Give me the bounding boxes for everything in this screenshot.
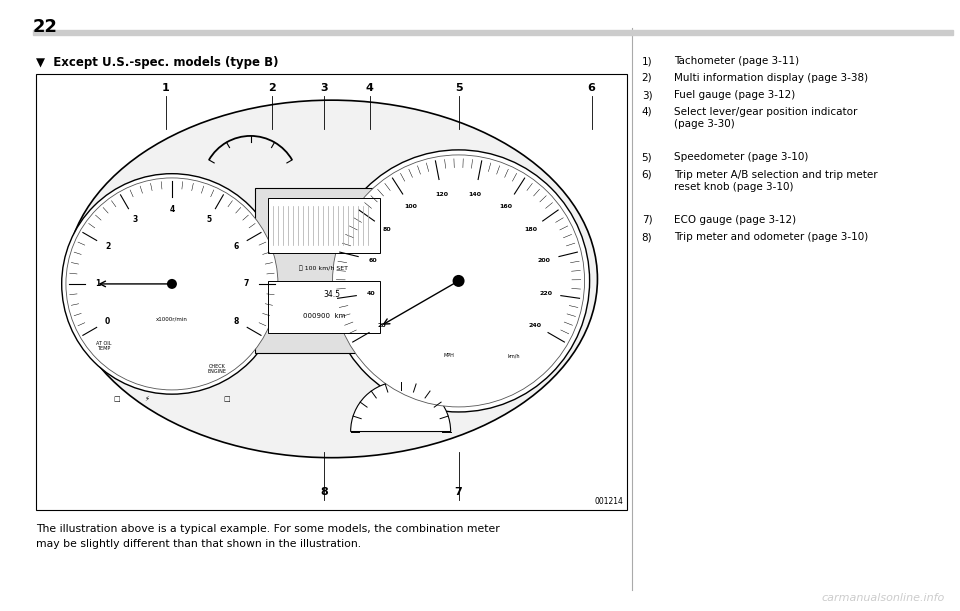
Text: 6): 6): [641, 169, 652, 180]
Bar: [33, 30, 953, 35]
Bar: [36, 74, 627, 510]
Text: 4): 4): [641, 107, 652, 117]
Text: Trip meter and odometer (page 3-10): Trip meter and odometer (page 3-10): [674, 232, 868, 242]
Text: 1: 1: [95, 279, 101, 288]
Text: 4: 4: [366, 83, 373, 93]
Text: 3: 3: [132, 215, 137, 224]
Text: may be slightly different than that shown in the illustration.: may be slightly different than that show…: [36, 539, 361, 549]
Text: 5: 5: [206, 215, 211, 224]
Text: 0: 0: [105, 316, 110, 326]
Text: AT OIL
TEMP: AT OIL TEMP: [96, 340, 111, 351]
Text: 160: 160: [500, 204, 513, 209]
Text: Tachometer (page 3-11): Tachometer (page 3-11): [674, 56, 799, 66]
Circle shape: [332, 155, 585, 407]
Text: 8: 8: [233, 316, 239, 326]
Text: 20: 20: [378, 323, 387, 327]
Text: 34.5: 34.5: [324, 290, 340, 299]
Text: 100: 100: [404, 204, 418, 209]
Text: 7: 7: [455, 487, 463, 497]
Text: □: □: [113, 396, 120, 402]
Text: 2: 2: [105, 243, 110, 251]
Text: 2): 2): [641, 73, 652, 83]
Text: 1: 1: [162, 83, 170, 93]
Text: ECO gauge (page 3-12): ECO gauge (page 3-12): [674, 215, 796, 225]
Text: Trip meter A/B selection and trip meter
reset knob (page 3-10): Trip meter A/B selection and trip meter …: [674, 169, 877, 192]
Bar: [268, 199, 380, 254]
Text: 7: 7: [244, 279, 249, 288]
Text: 240: 240: [528, 323, 541, 327]
Circle shape: [327, 150, 589, 412]
Text: 2: 2: [269, 83, 276, 93]
Text: carmanualsonline.info: carmanualsonline.info: [822, 593, 945, 603]
Circle shape: [167, 279, 177, 289]
Ellipse shape: [65, 100, 597, 458]
Text: ⚡: ⚡: [145, 396, 150, 402]
Circle shape: [66, 178, 278, 390]
Text: 220: 220: [540, 291, 552, 296]
Text: MPH: MPH: [444, 353, 454, 359]
Text: 6: 6: [588, 83, 595, 93]
Text: The illustration above is a typical example. For some models, the combination me: The illustration above is a typical exam…: [36, 524, 500, 534]
Text: 000900  km: 000900 km: [302, 313, 345, 319]
Text: 5): 5): [641, 153, 652, 163]
Text: 001214: 001214: [594, 497, 623, 506]
Text: CHECK
ENGINE: CHECK ENGINE: [207, 364, 227, 375]
Text: 1): 1): [641, 56, 652, 66]
Bar: [268, 281, 380, 333]
Wedge shape: [350, 381, 450, 431]
Text: 4: 4: [169, 205, 175, 214]
Text: km/h: km/h: [507, 353, 519, 359]
Text: 60: 60: [369, 258, 377, 263]
Text: 120: 120: [436, 192, 448, 197]
Text: 3): 3): [641, 90, 652, 100]
Text: 200: 200: [538, 258, 551, 263]
Text: Fuel gauge (page 3-12): Fuel gauge (page 3-12): [674, 90, 795, 100]
Text: ▼  Except U.S.-spec. models (type B): ▼ Except U.S.-spec. models (type B): [36, 56, 278, 69]
Text: 7): 7): [641, 215, 652, 225]
Text: 5: 5: [455, 83, 463, 93]
Bar: [254, 188, 393, 353]
Text: 3: 3: [320, 83, 327, 93]
Text: Multi information display (page 3-38): Multi information display (page 3-38): [674, 73, 868, 83]
Text: □: □: [224, 396, 230, 402]
Text: 8): 8): [641, 232, 652, 242]
Text: 8: 8: [320, 487, 327, 497]
Text: 80: 80: [382, 227, 391, 232]
Text: 22: 22: [33, 18, 58, 36]
Text: 140: 140: [468, 192, 482, 197]
Text: 6: 6: [233, 243, 239, 251]
Text: 180: 180: [524, 227, 537, 232]
Text: Speedometer (page 3-10): Speedometer (page 3-10): [674, 153, 808, 163]
Circle shape: [61, 174, 282, 394]
Text: Select lever/gear position indicator
(page 3-30): Select lever/gear position indicator (pa…: [674, 107, 857, 130]
Text: 40: 40: [367, 291, 375, 296]
Text: ⓘ 100 km/h SET: ⓘ 100 km/h SET: [300, 266, 348, 271]
Text: x1000r/min: x1000r/min: [156, 316, 188, 321]
Circle shape: [452, 275, 465, 287]
